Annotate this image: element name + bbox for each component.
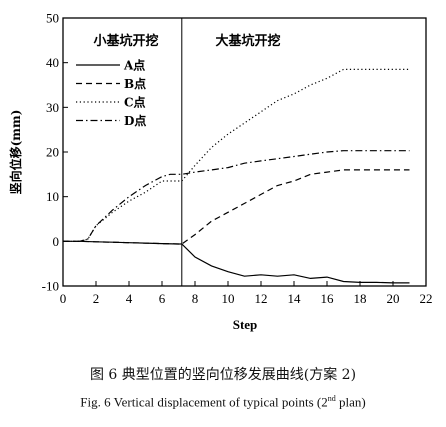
x-tick-label: 16 bbox=[321, 291, 335, 306]
x-tick-label: 2 bbox=[93, 291, 100, 306]
phase-label-small-pit: 小基坑开挖 bbox=[93, 33, 158, 49]
legend-label: A点 bbox=[123, 58, 145, 73]
x-tick-label: 22 bbox=[420, 291, 433, 306]
x-tick-label: 4 bbox=[126, 291, 133, 306]
series-line bbox=[63, 150, 410, 242]
y-tick-label: 30 bbox=[46, 100, 59, 115]
x-tick-label: 18 bbox=[354, 291, 367, 306]
caption-chinese: 图 6 典型位置的竖向位移发展曲线(方案 2) bbox=[89, 367, 357, 383]
y-tick-label: 20 bbox=[46, 145, 59, 160]
x-tick-label: 8 bbox=[192, 291, 199, 306]
y-tick-label: 10 bbox=[46, 189, 59, 204]
y-tick-label: 40 bbox=[46, 55, 59, 70]
x-tick-label: 20 bbox=[387, 291, 400, 306]
series-lines bbox=[63, 68, 410, 284]
series-line bbox=[63, 68, 410, 242]
x-tick-label: 6 bbox=[159, 291, 166, 306]
x-tick-label: 10 bbox=[222, 291, 235, 306]
y-axis-label: 竖向位移(mm) bbox=[8, 110, 23, 195]
legend-label: D点 bbox=[124, 113, 146, 128]
x-tick-label: 12 bbox=[255, 291, 268, 306]
phase-label-large-pit: 大基坑开挖 bbox=[215, 33, 280, 49]
series-line bbox=[63, 169, 410, 245]
legend-label: C点 bbox=[124, 95, 146, 110]
y-tick-label: 50 bbox=[46, 11, 59, 26]
series-line bbox=[63, 240, 410, 284]
legend: A点 B点 C点 D点 bbox=[76, 58, 146, 128]
y-tick-label: -10 bbox=[42, 279, 59, 294]
caption-english-text: Fig. 6 Vertical displacement of typical … bbox=[80, 394, 328, 410]
x-tick-label: 0 bbox=[60, 291, 67, 306]
caption-english-superscript: nd bbox=[327, 394, 336, 403]
plot-frame bbox=[62, 17, 427, 287]
caption-english: Fig. 6 Vertical displacement of typical … bbox=[0, 394, 446, 410]
x-axis-label: Step bbox=[233, 317, 258, 332]
caption-english-suffix: plan) bbox=[335, 394, 366, 410]
legend-label: B点 bbox=[124, 76, 146, 91]
y-tick-label: 0 bbox=[53, 234, 60, 249]
x-tick-label: 14 bbox=[288, 291, 302, 306]
